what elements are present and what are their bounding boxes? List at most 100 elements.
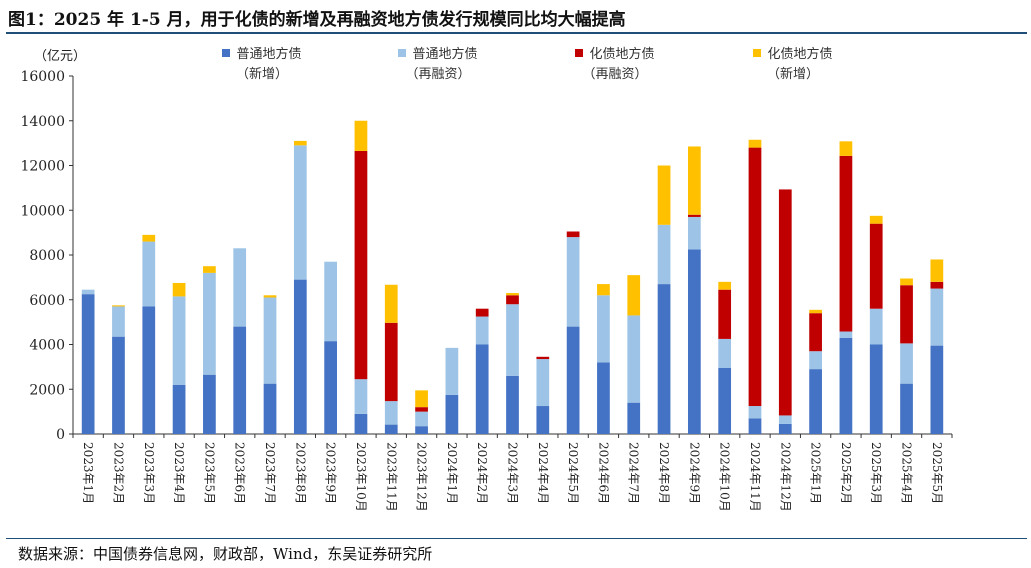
bar-segment-debt_refi xyxy=(475,308,489,317)
bar-segment-debt_refi xyxy=(354,150,368,380)
legend-series-subname: （再融资） xyxy=(582,67,648,82)
bar-segment-general_refi xyxy=(445,347,459,395)
y-tick-label: 14000 xyxy=(20,114,65,130)
x-tick-label: 2024年3月 xyxy=(506,442,520,504)
bar-segment-general_new xyxy=(869,344,883,434)
bar-segment-general_new xyxy=(203,374,216,434)
y-tick-label: 16000 xyxy=(20,69,65,85)
legend-item-general_new: 普通地方债 （新增） xyxy=(202,45,322,85)
bar-segment-general_new xyxy=(172,384,186,434)
bar-segment-general_refi xyxy=(778,415,792,424)
bar-segment-general_new xyxy=(263,383,277,434)
bar-segment-general_new xyxy=(809,369,822,434)
x-tick-label: 2023年8月 xyxy=(293,442,307,504)
bar-segment-debt_new xyxy=(384,284,398,323)
y-tick-label: 12000 xyxy=(20,159,65,175)
x-tick-label: 2024年6月 xyxy=(596,442,610,504)
bar-segment-general_refi xyxy=(81,289,95,295)
x-tick-label: 2023年7月 xyxy=(263,442,277,504)
bar-segment-general_new xyxy=(384,424,398,434)
legend-series-name: 普通地方债 xyxy=(236,47,302,62)
bar-segment-general_new xyxy=(627,402,641,434)
bar-segment-debt_new xyxy=(839,141,853,156)
bar-segment-debt_new xyxy=(657,165,671,225)
legend-item-general_refi: 普通地方债 （再融资） xyxy=(378,45,498,85)
x-tick-label: 2023年9月 xyxy=(324,442,338,504)
bar-segment-debt_refi xyxy=(869,223,883,309)
bar-segment-general_new xyxy=(778,423,792,434)
bar-chart: 0 2000 4000 6000 8000 10000 12000 14000 16000 202… xyxy=(20,69,953,512)
legend-label: 化债地方债 xyxy=(555,45,675,65)
bar-segment-general_refi xyxy=(809,351,822,370)
bar-segment-general_refi xyxy=(536,359,550,407)
bar-segment-general_refi xyxy=(566,237,580,327)
x-tick-label: 2025年3月 xyxy=(869,442,883,504)
bar-segment-debt_new xyxy=(718,281,732,290)
bar-segment-debt_refi xyxy=(506,295,519,305)
bar-segment-general_refi xyxy=(354,379,368,414)
bar-segment-general_refi xyxy=(384,401,398,425)
x-tick-label: 2024年12月 xyxy=(778,442,792,512)
bar-segment-debt_refi xyxy=(384,322,398,402)
bar-segment-general_refi xyxy=(869,308,883,345)
bar-segment-general_new xyxy=(900,383,913,434)
bar-segment-general_new xyxy=(354,413,368,434)
bar-segment-general_refi xyxy=(839,331,853,338)
bar-segment-general_refi xyxy=(172,296,186,385)
bar-segment-debt_refi xyxy=(900,285,913,344)
x-tick-label: 2024年5月 xyxy=(566,442,580,504)
bar-segment-general_new xyxy=(506,375,519,434)
title-bar: 图1：2025 年 1-5 月，用于化债的新增及再融资地方债发行规模同比均大幅提… xyxy=(0,0,1031,34)
bar-segment-general_new xyxy=(142,306,156,434)
bar-segment-debt_new xyxy=(506,293,519,296)
x-tick-label: 2024年4月 xyxy=(536,442,550,504)
source-note: 数据来源：中国债券信息网，财政部，Wind，东吴证券研究所 xyxy=(18,545,433,563)
bar-segment-general_refi xyxy=(142,241,156,307)
x-tick-label: 2025年1月 xyxy=(809,442,823,504)
x-tick-label: 2023年4月 xyxy=(172,442,186,504)
legend-series-subname: （新增） xyxy=(766,67,819,82)
bar-segment-general_new xyxy=(930,345,944,434)
bar-segment-debt_new xyxy=(354,120,368,151)
bar-segment-debt_refi xyxy=(415,407,428,412)
bar-segment-general_refi xyxy=(718,338,732,368)
bar-segment-debt_new xyxy=(203,266,216,273)
bar-segment-debt_new xyxy=(263,295,277,298)
y-tick-label: 6000 xyxy=(29,293,65,309)
bar-segment-debt_new xyxy=(869,215,883,224)
x-tick-label: 2024年2月 xyxy=(475,442,489,504)
bar-segment-debt_refi xyxy=(748,147,762,407)
bar-segment-general_new xyxy=(597,362,610,434)
bar-segment-debt_new xyxy=(900,278,913,286)
bar-segment-general_refi xyxy=(263,297,277,384)
source-rule xyxy=(6,538,1027,539)
legend-series-name: 化债地方债 xyxy=(767,47,833,62)
bar-segment-debt_new xyxy=(293,140,307,146)
bar-segment-general_new xyxy=(293,279,307,434)
bar-segment-general_refi xyxy=(687,216,701,250)
x-tick-label: 2023年1月 xyxy=(81,442,95,504)
bar-segment-debt_new xyxy=(627,275,641,316)
bar-segment-debt_refi xyxy=(839,155,853,332)
legend-item-debt_refi: 化债地方债 （再融资） xyxy=(555,45,675,85)
x-tick-label: 2024年7月 xyxy=(627,442,641,504)
bar-segment-general_new xyxy=(445,394,459,434)
bar-segment-general_refi xyxy=(324,261,338,342)
legend-series-name: 化债地方债 xyxy=(589,47,655,62)
bar-segment-debt_refi xyxy=(930,281,944,289)
bar-segment-general_refi xyxy=(900,343,913,384)
bar-segment-debt_new xyxy=(809,309,822,314)
bar-segment-general_new xyxy=(415,426,428,434)
bar-segment-general_refi xyxy=(748,406,762,419)
legend-swatch xyxy=(222,49,231,57)
bar-segment-debt_refi xyxy=(778,189,792,416)
bar-segment-general_new xyxy=(657,284,671,434)
y-unit-label: （亿元） xyxy=(34,49,87,64)
bar-segment-general_new xyxy=(475,344,489,434)
legend-swatch xyxy=(753,49,762,57)
x-tick-label: 2025年5月 xyxy=(930,442,944,504)
x-tick-label: 2023年12月 xyxy=(415,442,429,512)
legend-label: 普通地方债 xyxy=(378,45,498,65)
bar-segment-general_refi xyxy=(597,295,610,363)
x-tick-label: 2023年5月 xyxy=(202,442,216,504)
